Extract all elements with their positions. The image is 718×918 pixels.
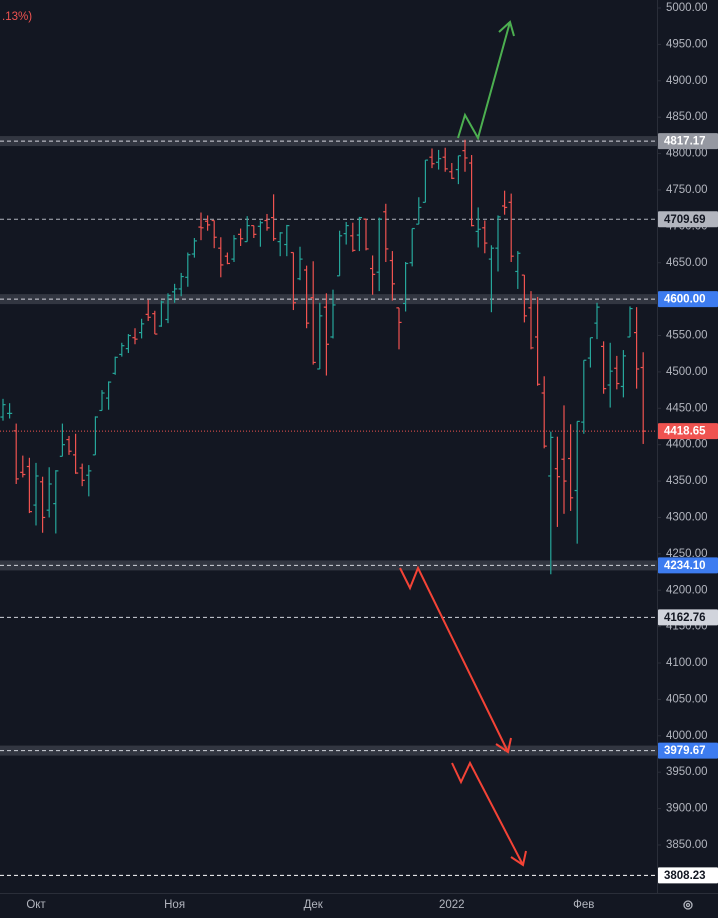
level-label-box: [658, 211, 718, 228]
arrow-head: [498, 20, 515, 37]
y-tick-label: 4900.00: [666, 75, 708, 87]
level-label-box: [658, 867, 718, 884]
arrow-down: [399, 565, 509, 753]
level-label-box: [658, 423, 718, 440]
y-tick-label: 4400.00: [666, 439, 708, 451]
bars: [0, 139, 646, 575]
y-tick-label: 4250.00: [666, 548, 708, 560]
header-change: .13%): [2, 11, 32, 23]
x-tick-label: 2022: [439, 899, 465, 911]
x-tick-label: Окт: [26, 899, 46, 911]
level-label-box: [658, 291, 718, 308]
y-tick-label: 3900.00: [666, 803, 708, 815]
y-tick-label: 5000.00: [666, 2, 708, 14]
level-label-box: [658, 133, 718, 150]
y-tick-label: 3850.00: [666, 839, 708, 851]
settings-icon-core: [685, 902, 691, 908]
y-tick-label: 4300.00: [666, 511, 708, 523]
level-label: 3808.23: [664, 870, 706, 882]
x-tick-label: Фев: [573, 899, 594, 911]
y-tick-label: 4800.00: [666, 148, 708, 160]
y-tick-label: 4050.00: [666, 693, 708, 705]
level-band: [0, 294, 657, 305]
y-tick-label: 4350.00: [666, 475, 708, 487]
levels: [0, 136, 657, 876]
arrow-up: [457, 21, 511, 141]
level-label-box: [658, 557, 718, 574]
y-tick-label: 4750.00: [666, 184, 708, 196]
arrow-down: [451, 760, 524, 866]
level-label: 4162.76: [664, 612, 706, 624]
y-tick-label: 4100.00: [666, 657, 708, 669]
y-tick-label: 4950.00: [666, 38, 708, 50]
settings-icon[interactable]: [683, 900, 693, 910]
level-band: [0, 560, 657, 571]
level-label-box: [658, 742, 718, 759]
y-tick-label: 4450.00: [666, 402, 708, 414]
y-tick-label: 4500.00: [666, 366, 708, 378]
arrow-head: [510, 850, 527, 867]
y-tick-label: 4850.00: [666, 111, 708, 123]
y-tick-label: 4000.00: [666, 730, 708, 742]
y-tick-label: 4550.00: [666, 330, 708, 342]
arrow-head: [495, 737, 512, 754]
settings-icon-ring: [683, 900, 693, 910]
x-tick-label: Дек: [304, 899, 324, 911]
level-label: 4709.69: [664, 214, 706, 226]
y-tick-label: 4200.00: [666, 584, 708, 596]
level-label: 4817.17: [664, 136, 706, 148]
level-label: 4234.10: [664, 560, 706, 572]
level-band: [0, 745, 657, 756]
axes: 3850.00 3900.00 3950.00 4000.00 4050.00 4100.…: [26, 2, 718, 911]
level-label: 4418.65: [664, 426, 706, 438]
level-label: 3979.67: [664, 745, 706, 757]
level-label: 4600.00: [664, 294, 706, 306]
y-tick-label: 3950.00: [666, 766, 708, 778]
x-tick-label: Ноя: [164, 899, 185, 911]
y-tick-label: 4650.00: [666, 257, 708, 269]
level-band: [0, 136, 657, 147]
level-label-box: [658, 609, 718, 626]
arrows: [399, 20, 527, 867]
